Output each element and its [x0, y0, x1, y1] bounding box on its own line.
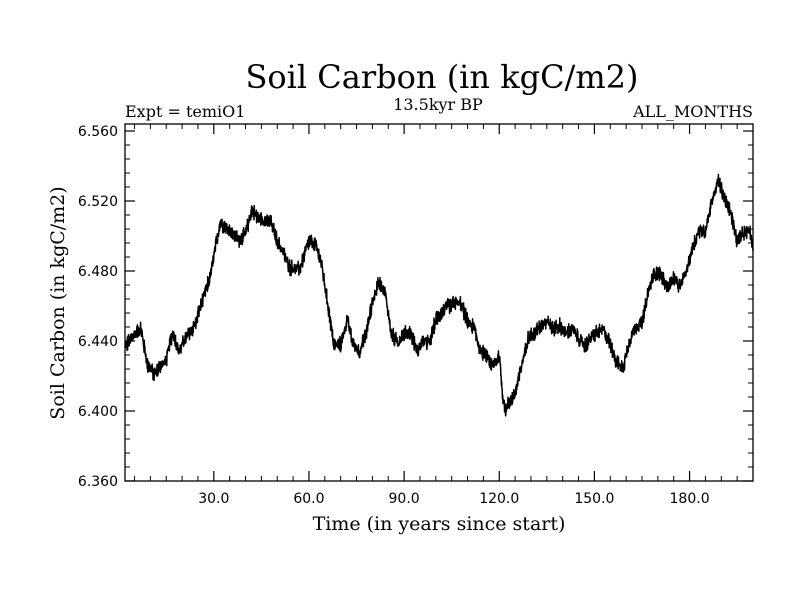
x-tick-label: 120.0: [479, 491, 519, 507]
months-label: ALL_MONTHS: [632, 102, 753, 121]
plot-area: 30.0 60.0 90.0 120.0 150.0 180.0 6.360 6.400 6.4…: [78, 123, 754, 507]
x-tick-label: 60.0: [293, 491, 324, 507]
x-tick-label: 90.0: [389, 491, 420, 507]
series-line: [124, 173, 754, 417]
y-tick-label: 6.400: [78, 404, 118, 420]
x-tick-label: 150.0: [574, 491, 614, 507]
x-tick-label: 180.0: [670, 491, 710, 507]
period-label: 13.5kyr BP: [393, 95, 483, 114]
experiment-label: Expt = temiO1: [125, 102, 245, 121]
plot-frame: [124, 123, 754, 482]
y-tick-label: 6.520: [78, 194, 118, 210]
y-tick-label: 6.480: [78, 264, 118, 280]
y-tick-label: 6.560: [78, 124, 118, 140]
y-axis-label: Soil Carbon (in kgC/m2): [47, 186, 69, 419]
y-tick-label: 6.440: [78, 334, 118, 350]
x-axis-label: Time (in years since start): [313, 513, 566, 535]
y-tick-label: 6.360: [78, 474, 118, 490]
chart-title: Soil Carbon (in kgC/m2): [245, 58, 638, 96]
x-tick-label: 30.0: [198, 491, 229, 507]
